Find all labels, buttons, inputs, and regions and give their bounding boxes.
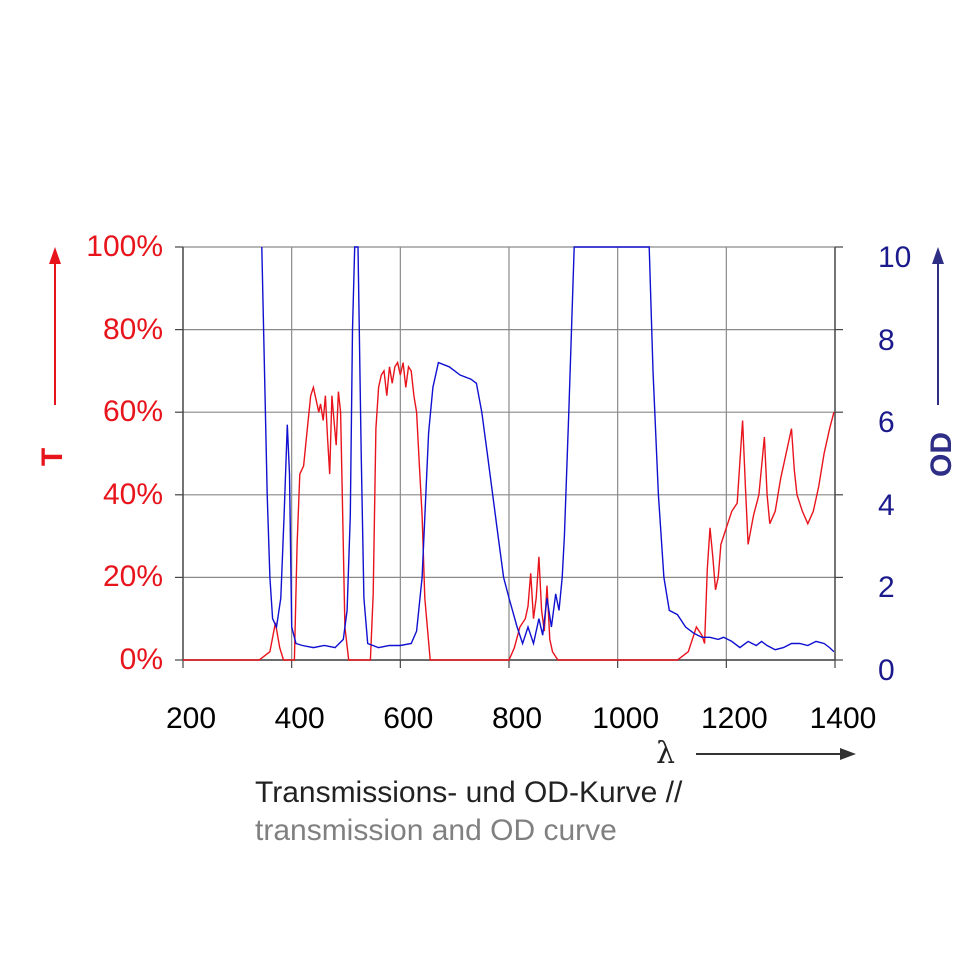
x-tick-label: 800 [491,702,543,735]
y-tick-label-right: 10 [878,241,912,274]
y-tick-label-left: 40% [102,477,163,511]
x-tick-label: 1400 [809,702,877,735]
y-tick-label-right: 0 [878,654,895,687]
x-tick-label: 1200 [700,702,768,735]
y-axis-label-left: T [36,447,69,467]
y-tick-label-left: 20% [102,560,163,594]
x-tick-label: 600 [383,702,434,735]
series-line-od [261,246,835,653]
y-axis-label-right: OD [925,432,958,477]
y-tick-label-right: 6 [878,406,895,440]
x-tick-label: 1000 [592,702,660,735]
axis-arrows [49,247,944,760]
y-tick-label-right: 2 [878,571,895,605]
right-axis-arrowhead [932,247,944,264]
y-tick-label-left: 100% [86,230,163,263]
series-line-transmission [183,360,835,661]
left-axis-arrowhead [49,247,61,264]
grid [175,246,843,668]
y-tick-label-right: 8 [878,323,895,357]
x-axis-label: λ [656,736,676,771]
y-tick-label-right: 4 [878,488,895,522]
x-tick-label: 400 [274,702,325,735]
caption-english: transmission and OD curve [255,814,617,847]
y-tick-label-left: 80% [102,312,163,346]
y-tick-label-left: 0% [119,643,163,676]
y-tick-label-left: 60% [102,395,163,429]
x-tick-label: 200 [165,702,217,735]
caption-german: Transmissions- und OD-Kurve // [255,776,683,809]
x-axis-arrowhead [840,748,856,760]
